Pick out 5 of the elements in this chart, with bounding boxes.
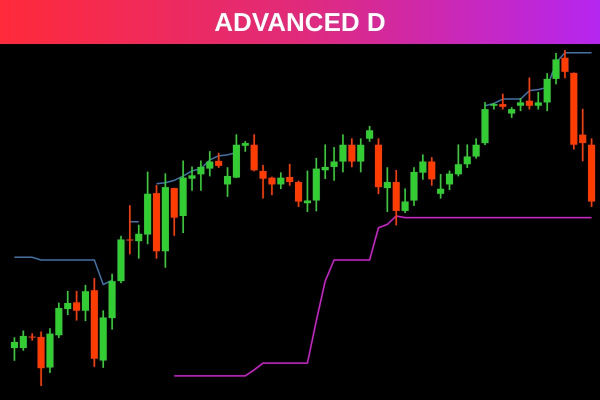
candlestick <box>304 170 311 212</box>
candlestick <box>330 147 338 181</box>
chart-title: ADVANCED D <box>0 0 600 44</box>
candlestick <box>259 164 267 199</box>
candlestick <box>10 337 18 361</box>
